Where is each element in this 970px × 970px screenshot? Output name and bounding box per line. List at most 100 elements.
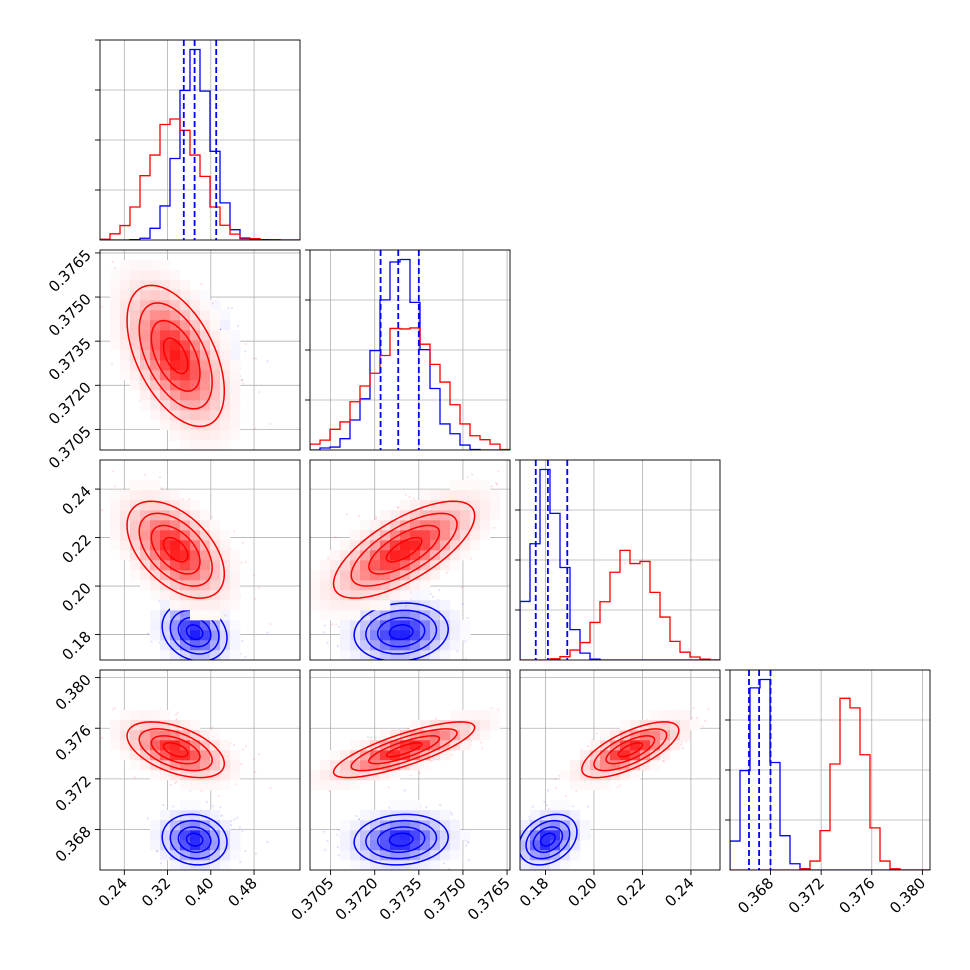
scatter-point [114, 485, 117, 488]
scatter-point [221, 672, 223, 674]
scatter-point [222, 666, 224, 668]
scatter-point [200, 283, 203, 286]
density-cell [180, 300, 191, 311]
density-cell [180, 420, 191, 431]
density-cell [150, 380, 161, 391]
density-cell [150, 570, 161, 581]
density-cell [200, 390, 211, 401]
density-cell [230, 570, 241, 581]
density-cell [200, 530, 211, 541]
scatter-point [190, 667, 192, 669]
density-cell [190, 540, 201, 551]
panel-body-1-0 [96, 246, 300, 450]
density-cell [130, 350, 141, 361]
density-cell [160, 590, 171, 601]
density-cell [210, 370, 221, 381]
density-cell [120, 550, 131, 561]
density-cell [230, 600, 241, 611]
scatter-point [139, 246, 141, 248]
density-cell [180, 630, 191, 641]
density-cell [180, 340, 191, 351]
density-cell [230, 620, 241, 631]
contour-red-1-0-2 [138, 302, 213, 410]
density-cell [170, 650, 181, 660]
scatter-point [269, 422, 272, 425]
hist-step-red-0 [100, 118, 300, 240]
density-cell [190, 640, 201, 651]
density-cell [140, 370, 151, 381]
density-cell [170, 400, 181, 411]
density-cell [160, 650, 171, 660]
density-cell [200, 360, 211, 371]
density-cell [200, 570, 211, 581]
density-cell [110, 520, 121, 531]
scatter-point [240, 561, 243, 564]
density-cell [140, 560, 151, 571]
density-cell [210, 320, 221, 331]
density-cell [170, 390, 181, 401]
density-cell [150, 580, 161, 591]
panel-hist-3 [725, 669, 931, 871]
density-cell [120, 350, 131, 361]
contour-red-2-0-1 [150, 524, 201, 575]
density-cell [130, 500, 141, 511]
density-cell [160, 600, 171, 611]
scatter-point [101, 508, 104, 512]
contour-blue-2-0-1 [177, 616, 212, 648]
ytick-label-2-1: 0.20 [58, 579, 94, 615]
density-cell [150, 540, 161, 551]
scatter-point [181, 614, 184, 617]
density-cell [170, 520, 181, 531]
density-cell [160, 640, 171, 651]
scatter-point [111, 470, 114, 473]
density-cell [160, 380, 171, 391]
scatter-point [146, 632, 149, 635]
density-cell [150, 590, 161, 601]
density-cell [120, 360, 131, 371]
density-cell [160, 510, 171, 521]
scatter-point [255, 665, 257, 667]
density-cell [150, 310, 161, 321]
scatter-point [188, 675, 190, 677]
density-cell [130, 480, 141, 491]
density-cell [190, 400, 201, 411]
density-cell [150, 360, 161, 371]
density-cell [200, 630, 211, 641]
hist-frame-0 [99, 39, 301, 241]
density-cell [150, 400, 161, 411]
density-cell [190, 510, 201, 521]
hist-frame-1 [309, 249, 511, 451]
density-cell [230, 340, 241, 351]
density-cell [220, 420, 231, 431]
scatter-point [212, 661, 214, 663]
density-cell [180, 620, 191, 631]
density-cell [180, 290, 191, 301]
density-cell [170, 370, 181, 381]
density-cell [200, 520, 211, 531]
scatter-point [241, 382, 245, 385]
density-cell [140, 360, 151, 371]
density-cell [140, 280, 151, 291]
density-cell [140, 340, 151, 351]
density-cell [110, 540, 121, 551]
density-cell [210, 530, 221, 541]
density-cell [220, 400, 231, 411]
scatter-point [252, 574, 255, 577]
density-cell [150, 510, 161, 521]
scatter-point [244, 561, 247, 564]
density-cell [150, 410, 161, 421]
density-cell [160, 540, 171, 551]
density-cell [190, 430, 201, 441]
density-cell [160, 260, 171, 271]
scatter-point [96, 299, 98, 301]
scatter-point [196, 665, 198, 667]
density-cell [120, 510, 131, 521]
density-cell [210, 310, 221, 321]
hist-step-blue-3 [730, 678, 930, 870]
scatter-point [226, 663, 228, 665]
density-cell [160, 560, 171, 571]
density-cell [210, 520, 221, 531]
scatter-point [266, 359, 269, 363]
density-cell [180, 360, 191, 371]
density-cell [210, 400, 221, 411]
